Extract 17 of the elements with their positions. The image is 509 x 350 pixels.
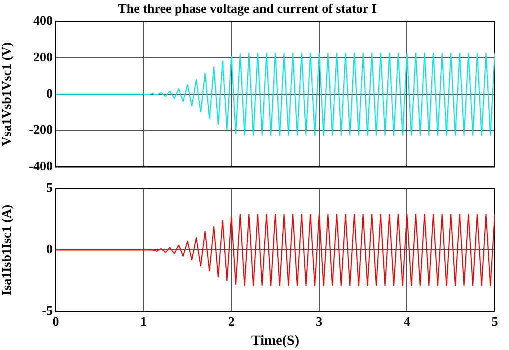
x-tick-label: 3 <box>316 314 324 329</box>
y-axis-title: Vsa1Vsb1Vsc1 (V) <box>0 42 14 146</box>
y-tick-label: 400 <box>34 12 53 28</box>
y-tick-label: -400 <box>29 158 53 174</box>
x-tick-label: 4 <box>404 314 411 329</box>
x-tick-label: 1 <box>140 314 148 329</box>
y-axis-title: Isa1Isb1Isc1 (A) <box>0 204 14 296</box>
y-tick-label: -200 <box>29 122 53 138</box>
y-tick-label: 0 <box>46 242 53 257</box>
y-tick-label: 5 <box>46 180 54 196</box>
y-tick-label: -5 <box>42 302 54 318</box>
chart-title: The three phase voltage and current of stator I <box>118 1 377 16</box>
y-tick-label: 0 <box>46 86 53 101</box>
x-tick-label: 5 <box>492 314 499 329</box>
y-tick-label: 200 <box>34 49 53 64</box>
x-tick-label: 2 <box>228 314 235 329</box>
x-axis-title: Time(S) <box>252 334 300 350</box>
